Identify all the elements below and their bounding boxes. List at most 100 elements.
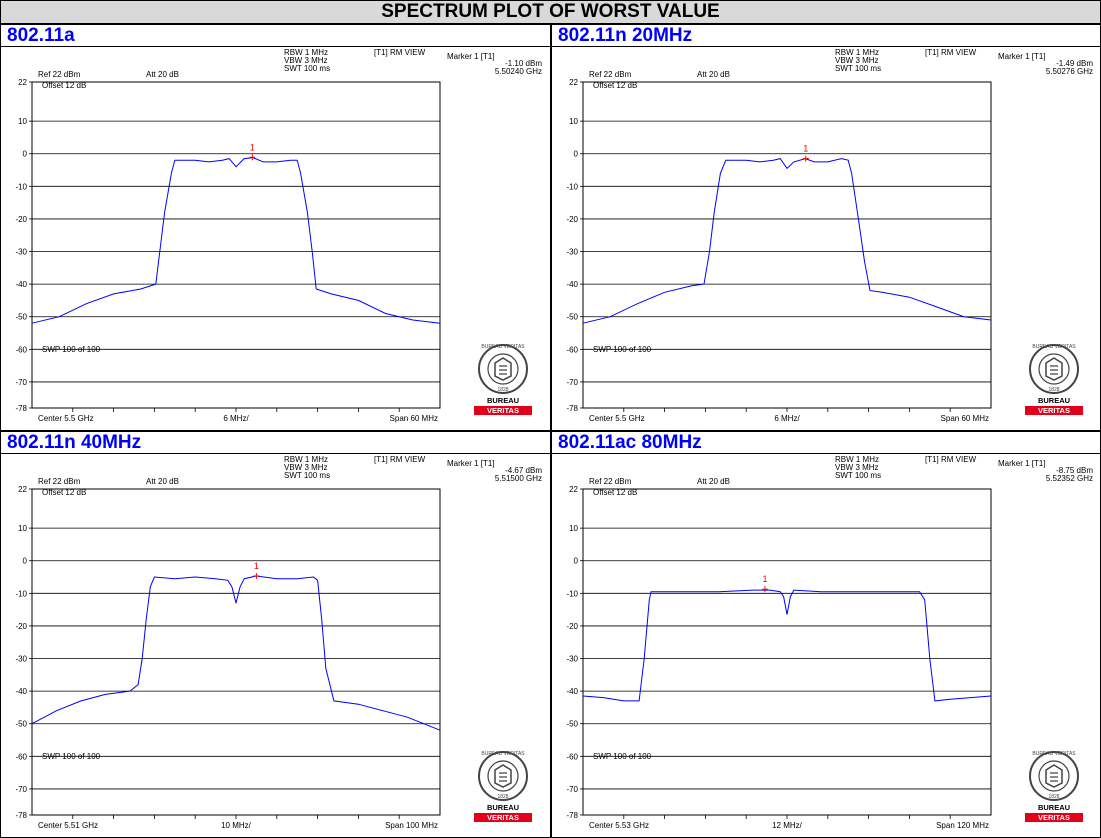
spectrum-trace bbox=[582, 158, 992, 324]
logo-emblem-lines bbox=[499, 772, 507, 782]
plot-frame bbox=[31, 488, 441, 816]
logo-emblem bbox=[1045, 357, 1063, 381]
spectrum-trace bbox=[31, 575, 441, 731]
vbw-label: VBW 3 MHz bbox=[284, 463, 328, 472]
spectrum-trace bbox=[31, 157, 441, 324]
span-label: Span 60 MHz bbox=[390, 414, 438, 423]
y-tick-label: -10 bbox=[566, 182, 578, 191]
y-tick-label: 0 bbox=[23, 557, 28, 566]
y-tick-label: -20 bbox=[566, 215, 578, 224]
spectrum-trace bbox=[582, 589, 992, 702]
y-tick-label: -60 bbox=[15, 752, 27, 761]
center-freq-label: Center 5.53 GHz bbox=[589, 821, 649, 830]
sweep-label: SWP 100 of 100 bbox=[42, 752, 101, 761]
y-tick-label: 22 bbox=[18, 485, 27, 494]
marker-number: 1 bbox=[803, 144, 808, 154]
ref-level-label: Ref 22 dBm bbox=[38, 477, 81, 486]
logo-red-band bbox=[474, 406, 532, 415]
logo-emblem bbox=[494, 764, 512, 788]
sweep-label: SWP 100 of 100 bbox=[593, 752, 652, 761]
logo-emblem bbox=[1045, 764, 1063, 788]
logo-ring-text: BUREAU VERITAS bbox=[481, 344, 525, 350]
ref-level-label: Ref 22 dBm bbox=[38, 70, 81, 79]
marker-title: Marker 1 [T1] bbox=[998, 52, 1046, 61]
offset-label: Offset 12 dB bbox=[593, 488, 637, 497]
div-label: 10 MHz/ bbox=[221, 821, 252, 830]
y-tick-label: 22 bbox=[569, 78, 578, 87]
logo-year: 1828 bbox=[1048, 387, 1059, 393]
y-tick-label: -50 bbox=[15, 720, 27, 729]
logo-veritas-text: VERITAS bbox=[487, 813, 519, 822]
y-tick-label: 22 bbox=[18, 78, 27, 87]
logo-bureau-text: BUREAU bbox=[1038, 803, 1070, 812]
swt-label: SWT 100 ms bbox=[284, 64, 330, 73]
marker-title: Marker 1 [T1] bbox=[447, 459, 495, 468]
marker-freq: 5.50276 GHz bbox=[1046, 67, 1093, 76]
y-tick-label: -10 bbox=[566, 589, 578, 598]
y-tick-label: -60 bbox=[15, 345, 27, 354]
attenuation-label: Att 20 dB bbox=[697, 477, 730, 486]
plot-frame bbox=[31, 81, 441, 409]
spectrum-chart: 22 10 0 -10 -20 -30 -40 -50 -60 -70 -78 RBW 1 MHzVB… bbox=[15, 455, 542, 830]
trace-label: [T1] RM VIEW bbox=[925, 48, 977, 57]
marker-number: 1 bbox=[762, 574, 767, 584]
offset-label: Offset 12 dB bbox=[42, 488, 86, 497]
panel-title: 802.11n 40MHz bbox=[1, 432, 550, 454]
y-tick-label: -40 bbox=[566, 687, 578, 696]
marker-level: -1.49 dBm bbox=[1056, 59, 1093, 68]
y-tick-label: 22 bbox=[569, 485, 578, 494]
marker-level: -1.10 dBm bbox=[505, 59, 542, 68]
y-tick-label: -30 bbox=[566, 655, 578, 664]
rbw-label: RBW 1 MHz bbox=[284, 455, 328, 464]
marker-level: -8.75 dBm bbox=[1056, 466, 1093, 475]
logo-bureau-text: BUREAU bbox=[487, 396, 519, 405]
panel-title: 802.11ac 80MHz bbox=[552, 432, 1100, 454]
y-tick-label: -10 bbox=[15, 589, 27, 598]
y-tick-label: 0 bbox=[574, 150, 579, 159]
y-tick-label: -30 bbox=[566, 248, 578, 257]
marker-number: 1 bbox=[254, 561, 259, 571]
marker-title: Marker 1 [T1] bbox=[998, 459, 1046, 468]
y-tick-label: -70 bbox=[15, 785, 27, 794]
y-tick-label: -70 bbox=[566, 378, 578, 387]
marker-level: -4.67 dBm bbox=[505, 466, 542, 475]
logo-emblem-lines bbox=[1050, 772, 1058, 782]
vbw-label: VBW 3 MHz bbox=[835, 56, 879, 65]
logo-emblem-lines bbox=[499, 365, 507, 375]
y-tick-label: -50 bbox=[566, 313, 578, 322]
y-tick-label: -60 bbox=[566, 752, 578, 761]
marker-title: Marker 1 [T1] bbox=[447, 52, 495, 61]
logo-red-band bbox=[474, 813, 532, 822]
logo-red-band bbox=[1025, 813, 1083, 822]
vbw-label: VBW 3 MHz bbox=[835, 463, 879, 472]
y-tick-label: -30 bbox=[15, 248, 27, 257]
y-tick-label: -40 bbox=[15, 687, 27, 696]
offset-label: Offset 12 dB bbox=[593, 81, 637, 90]
marker-number: 1 bbox=[250, 142, 255, 152]
span-label: Span 100 MHz bbox=[385, 821, 438, 830]
spectrum-plot: 22 10 0 -10 -20 -30 -40 -50 -60 -70 -78 RBW 1 MHz VB… bbox=[552, 47, 1100, 430]
logo-veritas-text: VERITAS bbox=[1038, 813, 1070, 822]
y-tick-label: 0 bbox=[574, 557, 579, 566]
logo-ring-text: BUREAU VERITAS bbox=[1032, 751, 1076, 757]
panel-802-11ac-80mhz: 802.11ac 80MHz 22 10 0 -10 -20 -30 -40 -50 -60 -7… bbox=[551, 431, 1101, 838]
marker-freq: 5.52352 GHz bbox=[1046, 474, 1093, 483]
marker-freq: 5.51500 GHz bbox=[495, 474, 542, 483]
spectrum-plot: 22 10 0 -10 -20 -30 -40 -50 -60 -70 -78 RBW 1 MHz VB… bbox=[552, 454, 1100, 837]
y-tick-label: -70 bbox=[566, 785, 578, 794]
y-tick-label: 10 bbox=[569, 524, 578, 533]
trace-label: [T1] RM VIEW bbox=[374, 455, 426, 464]
center-freq-label: Center 5.51 GHz bbox=[38, 821, 98, 830]
ref-level-label: Ref 22 dBm bbox=[589, 477, 632, 486]
spectrum-chart: 22 10 0 -10 -20 -30 -40 -50 -60 -70 -78 RBW 1 MHzVB… bbox=[15, 48, 542, 423]
span-label: Span 60 MHz bbox=[941, 414, 989, 423]
y-tick-label: 10 bbox=[18, 524, 27, 533]
panel-title: 802.11n 20MHz bbox=[552, 25, 1100, 47]
div-label: 6 MHz/ bbox=[223, 414, 249, 423]
plot-frame bbox=[582, 81, 992, 409]
y-tick-label: -40 bbox=[566, 280, 578, 289]
center-freq-label: Center 5.5 GHz bbox=[589, 414, 645, 423]
